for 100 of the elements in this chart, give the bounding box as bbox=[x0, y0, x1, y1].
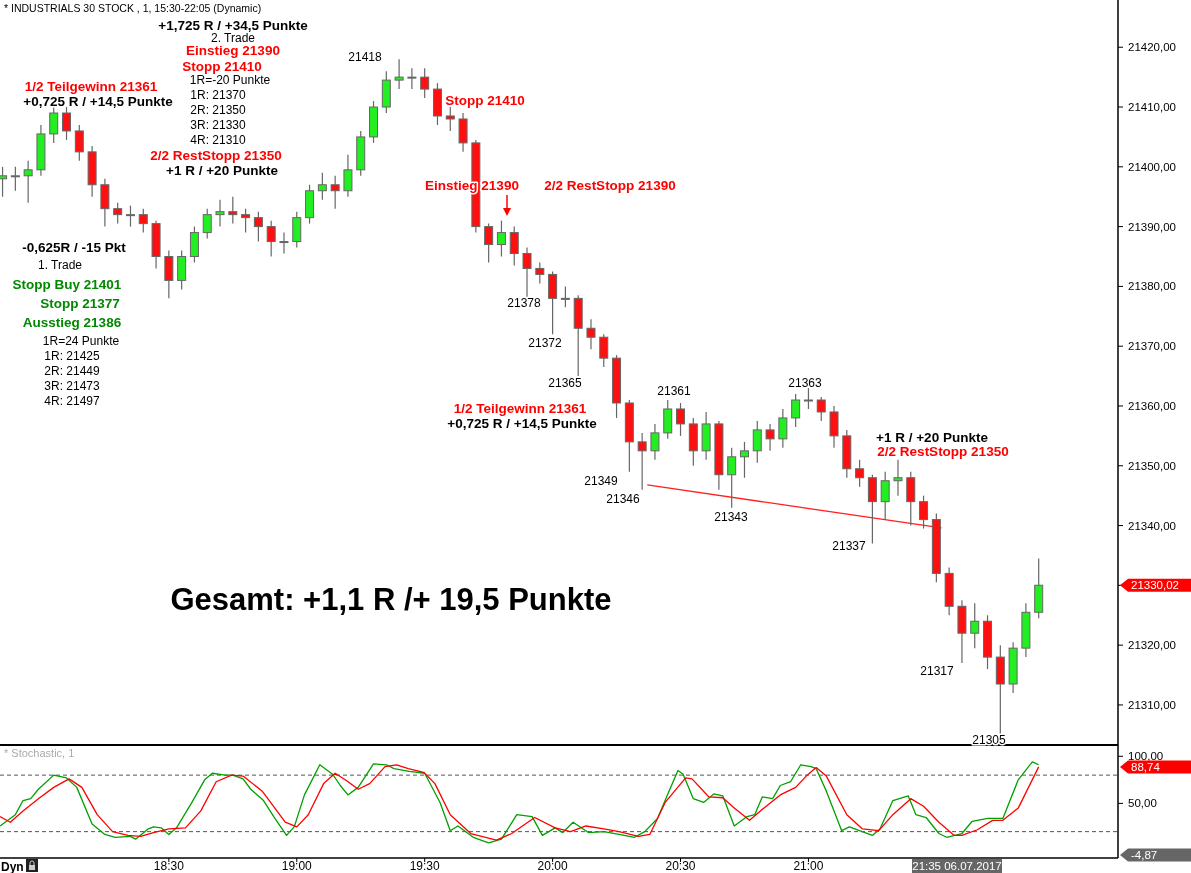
candlestick bbox=[74, 124, 84, 162]
y-tick-label: 21410,00 bbox=[1128, 101, 1176, 114]
candlestick bbox=[855, 459, 865, 488]
candlestick bbox=[522, 246, 532, 299]
candlestick bbox=[970, 602, 980, 649]
annotation: 2/2 RestStopp 21350 bbox=[150, 147, 282, 163]
candlestick bbox=[676, 402, 686, 437]
annotation: 21305 bbox=[972, 733, 1007, 748]
chart-title: * INDUSTRIALS 30 STOCK , 1, 15:30-22:05 (Dynamic) bbox=[4, 2, 262, 14]
candlestick bbox=[893, 459, 903, 497]
annotation: 1/2 Teilgewinn 21361 bbox=[453, 400, 587, 416]
candlestick bbox=[778, 408, 788, 449]
text: 88,74 bbox=[1131, 760, 1161, 773]
candlestick bbox=[548, 270, 558, 335]
candlestick bbox=[919, 495, 929, 530]
candlestick bbox=[496, 220, 506, 258]
annotation: 21361 bbox=[657, 384, 692, 399]
candlestick bbox=[317, 172, 327, 201]
candlestick bbox=[816, 396, 826, 422]
candlestick bbox=[560, 285, 570, 308]
candlestick bbox=[10, 166, 20, 192]
annotation: 4R: 21497 bbox=[44, 394, 101, 409]
candlestick bbox=[253, 211, 263, 243]
annotation: 1R: 21370 bbox=[190, 88, 247, 103]
candlestick bbox=[0, 166, 8, 198]
candlestick bbox=[765, 423, 775, 452]
y-tick-label: 100,00 bbox=[1128, 750, 1164, 763]
y-tick-label: 21320,00 bbox=[1128, 639, 1176, 652]
annotation: 4R: 21310 bbox=[190, 133, 247, 148]
candlestick bbox=[394, 58, 404, 90]
annotation: Stopp 21410 bbox=[445, 92, 525, 108]
annotation: +0,725 R / +14,5 Punkte bbox=[23, 93, 174, 109]
annotation: Gesamt: +1,1 R /+ 19,5 Punkte bbox=[170, 581, 612, 617]
candlestick bbox=[202, 208, 212, 240]
candlestick bbox=[138, 208, 148, 234]
candlestick bbox=[228, 196, 238, 225]
annotation: 21378 bbox=[507, 296, 542, 311]
annotation: -0,625R / -15 Pkt bbox=[22, 239, 127, 255]
candlestick bbox=[420, 67, 430, 99]
candlestick bbox=[458, 112, 468, 153]
annotation: 21365 bbox=[548, 376, 583, 391]
annotation: 1R: 21425 bbox=[44, 349, 101, 364]
candlestick bbox=[803, 387, 813, 410]
text: Dyn bbox=[1, 860, 24, 873]
annotation: +1 R / +20 Punkte bbox=[166, 162, 279, 178]
chart-title: * Stochastic, 1 bbox=[4, 747, 75, 759]
candlestick bbox=[727, 447, 737, 509]
annotation: Stopp Buy 21401 bbox=[12, 276, 122, 292]
annotation: 21346 bbox=[606, 492, 641, 507]
annotation: 21418 bbox=[348, 50, 383, 65]
candlestick bbox=[113, 202, 123, 225]
annotation: 1R=-20 Punkte bbox=[189, 73, 271, 88]
candlestick bbox=[484, 223, 494, 264]
candlestick bbox=[266, 220, 276, 258]
annotation: 21363 bbox=[788, 376, 823, 391]
x-tick-label: 20:30 bbox=[665, 859, 696, 873]
annotation: 2/2 RestStopp 21350 bbox=[877, 443, 1009, 459]
candlestick bbox=[100, 178, 110, 228]
candlestick bbox=[509, 226, 519, 267]
candlestick bbox=[739, 441, 749, 479]
y-tick-label: 21370,00 bbox=[1128, 340, 1176, 353]
candlestick bbox=[880, 471, 890, 521]
annotation: 1R=24 Punkte bbox=[42, 334, 120, 349]
candlestick bbox=[62, 106, 72, 141]
candlestick bbox=[189, 226, 199, 264]
annotation: 2/2 RestStopp 21390 bbox=[544, 177, 676, 193]
annotation: 3R: 21473 bbox=[44, 379, 101, 394]
annotation: +1 R / +20 Punkte bbox=[876, 429, 989, 445]
annotation: 21337 bbox=[832, 539, 867, 554]
y-tick-label: 21400,00 bbox=[1128, 160, 1176, 173]
candlestick bbox=[535, 261, 545, 285]
x-tick-label: 18:30 bbox=[153, 859, 185, 873]
annotation: Stopp 21377 bbox=[40, 295, 120, 311]
candlestick bbox=[637, 432, 647, 491]
annotation: 2R: 21350 bbox=[190, 103, 247, 118]
candlestick bbox=[23, 160, 33, 204]
y-tick-label: 21420,00 bbox=[1128, 41, 1176, 54]
annotation: 3R: 21330 bbox=[190, 118, 247, 133]
annotation: 1/2 Teilgewinn 21361 bbox=[24, 78, 158, 94]
y-tick-label: 50,00 bbox=[1128, 797, 1157, 810]
candlestick bbox=[215, 199, 225, 228]
candlestick bbox=[791, 393, 801, 428]
candlestick bbox=[829, 405, 839, 449]
candlestick bbox=[292, 211, 302, 249]
candlestick bbox=[125, 205, 135, 228]
candlestick bbox=[279, 231, 289, 255]
candlestick bbox=[599, 333, 609, 368]
text: 21330,02 bbox=[1131, 579, 1179, 592]
x-tick-label: 21:00 bbox=[793, 859, 824, 873]
y-tick-label: 21310,00 bbox=[1128, 698, 1176, 711]
annotation: 21372 bbox=[528, 336, 563, 351]
annotation: Stopp 21410 bbox=[182, 58, 262, 74]
candlestick bbox=[330, 175, 340, 210]
candlestick bbox=[164, 249, 174, 299]
candlestick bbox=[867, 474, 877, 545]
annotation: Ausstieg 21386 bbox=[22, 314, 122, 330]
candlestick bbox=[752, 420, 762, 464]
text: -4,87 bbox=[1131, 849, 1158, 862]
y-tick-label: 21340,00 bbox=[1128, 519, 1176, 532]
candlestick bbox=[650, 423, 660, 461]
